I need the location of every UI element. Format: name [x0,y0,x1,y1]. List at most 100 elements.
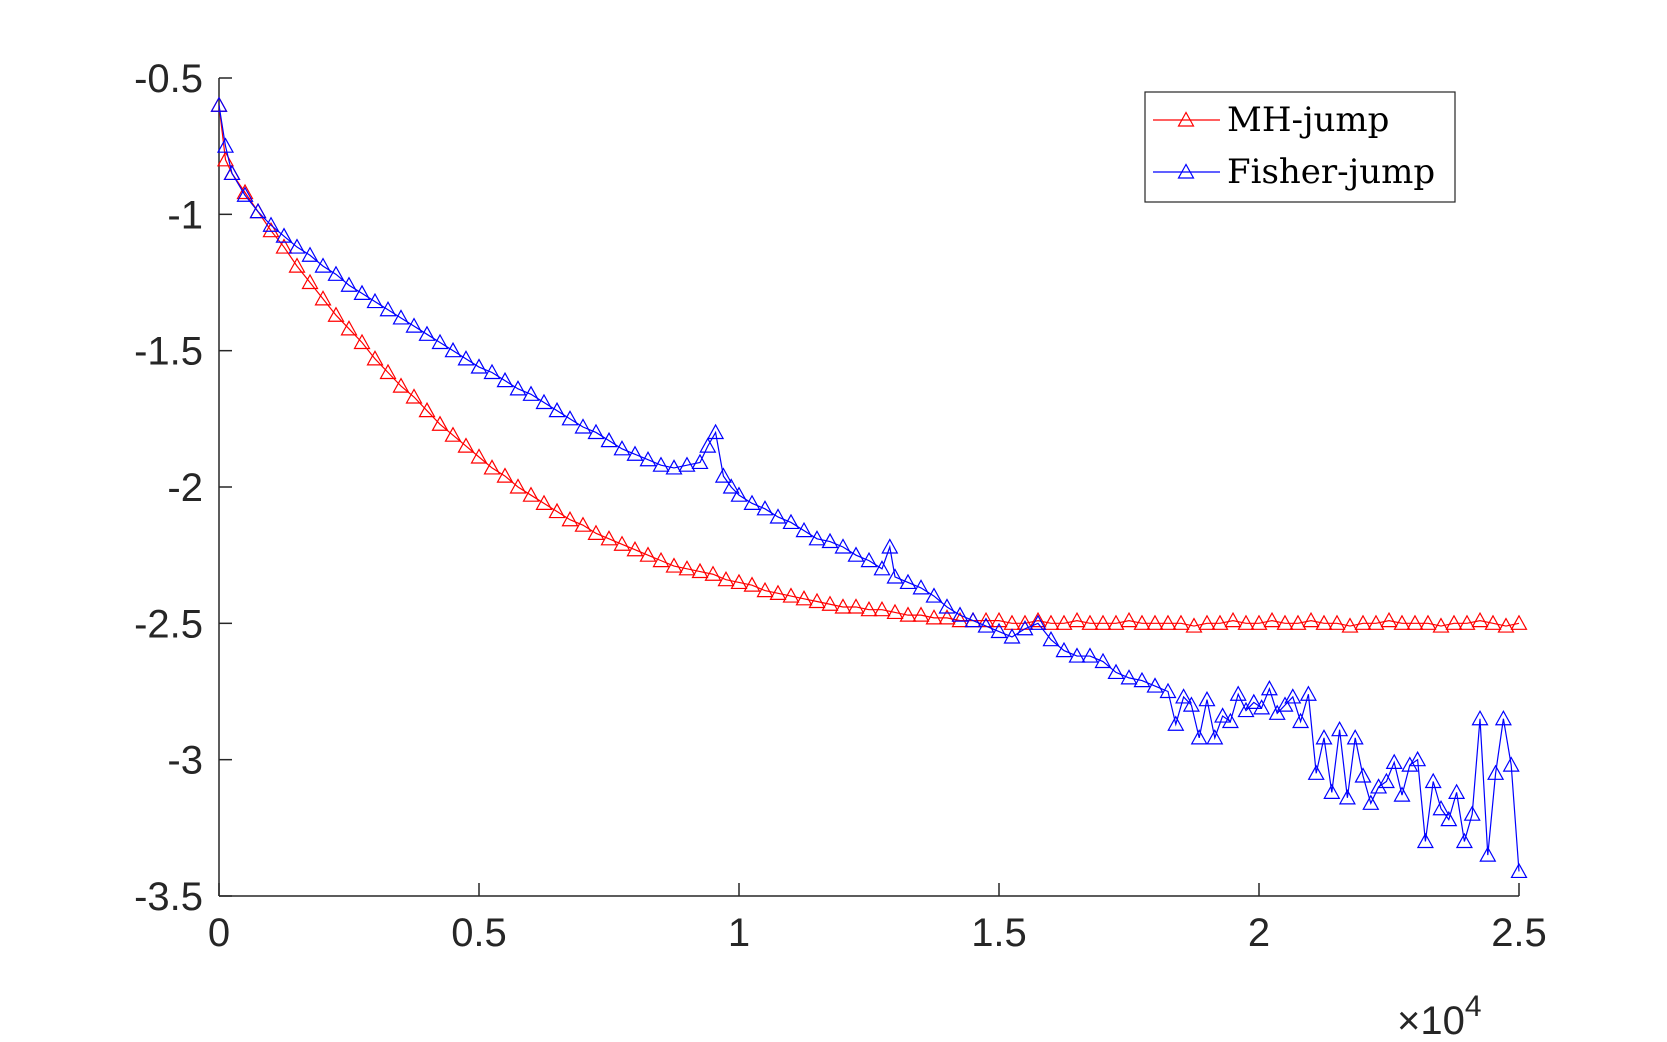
data-point [1471,710,1489,726]
data-point [327,265,345,281]
data-point [1406,614,1424,630]
data-point [795,590,813,606]
data-point [1289,614,1307,630]
data-point [1419,614,1437,630]
data-point [1159,682,1177,699]
data-point [714,467,732,483]
data-point [881,538,899,554]
data-point [821,532,839,549]
data-point [756,581,774,598]
data-point [483,459,501,475]
data-point [1479,846,1497,862]
data-point [652,551,670,568]
data-point [327,306,345,322]
data-point [392,377,410,393]
data-point [470,448,488,464]
data-point [1299,685,1317,701]
data-point [587,524,605,540]
data-point [707,423,725,440]
data-point [509,478,527,494]
data-point [1302,611,1320,628]
data-point [353,333,371,350]
data-point [535,494,553,510]
data-point [717,570,735,587]
data-point [496,371,514,388]
data-point [639,546,657,562]
data-point [1284,688,1302,704]
data-point [1185,617,1203,633]
data-point [951,611,969,628]
data-point [379,363,397,380]
data-point [249,202,267,219]
data-point [951,606,969,622]
data-point [405,317,423,333]
series-line [218,105,1520,627]
data-point [665,459,683,475]
data-point [1068,647,1086,663]
data-point [1455,832,1473,849]
data-point [977,617,995,633]
data-point [1159,614,1177,630]
data-point [262,216,280,232]
data-point [1237,614,1255,630]
data-point [275,238,293,254]
data-point [1172,614,1190,630]
data-point [1029,614,1047,630]
data-point [795,521,813,538]
data-point [1146,677,1164,693]
y-tick-label: -3.5 [134,875,203,919]
data-point [216,151,235,167]
data-point [1214,707,1232,723]
x-tick-label: 0 [208,911,230,955]
data-point [1341,617,1359,633]
data-point [457,437,475,453]
y-tick-label: -2.5 [134,602,203,646]
data-point [1042,630,1060,647]
data-point [236,186,254,202]
x-tick-label: 2 [1248,911,1270,955]
data-point [1315,729,1333,745]
data-point [275,227,293,243]
data-point [1445,614,1463,630]
y-tick-label: -2 [167,466,203,510]
data-point [1292,712,1310,729]
data-point [535,393,553,410]
data-point [587,423,605,440]
data-point [353,284,371,301]
data-point [379,301,397,317]
data-point [366,292,384,309]
data-point [1042,614,1060,630]
data-point [418,325,436,341]
data-point [1409,750,1427,767]
data-point [1510,614,1528,630]
data-point [314,257,332,273]
data-point [1458,614,1476,630]
data-point [1268,704,1286,720]
data-point [613,535,631,551]
data-point [288,238,306,254]
legend-box [1144,91,1456,203]
data-point [210,96,228,112]
data-point [1323,783,1341,799]
data-point [1120,611,1138,628]
data-point [1250,614,1268,630]
x-tick-label: 1 [728,911,750,955]
data-point [340,276,358,292]
data-point [1120,669,1138,685]
data-point [938,598,956,614]
data-point [1107,663,1125,680]
data-point [522,486,540,502]
data-point [808,530,826,546]
data-point [925,609,943,625]
data-point [548,401,566,418]
data-point [1211,614,1229,630]
data-point [834,538,852,554]
x-tick-label: 1.5 [971,911,1027,955]
data-point [977,611,995,628]
data-point [1182,696,1200,712]
data-point [1463,805,1481,821]
tick-labels: 0 0.5 1 1.5 2 2.5 -0.5 -1 -1.5 -2 -2.5 -3 -3.5 ×104 [134,57,1547,1042]
data-point [1081,614,1099,630]
series-line [218,105,1520,872]
data-point [444,426,462,442]
